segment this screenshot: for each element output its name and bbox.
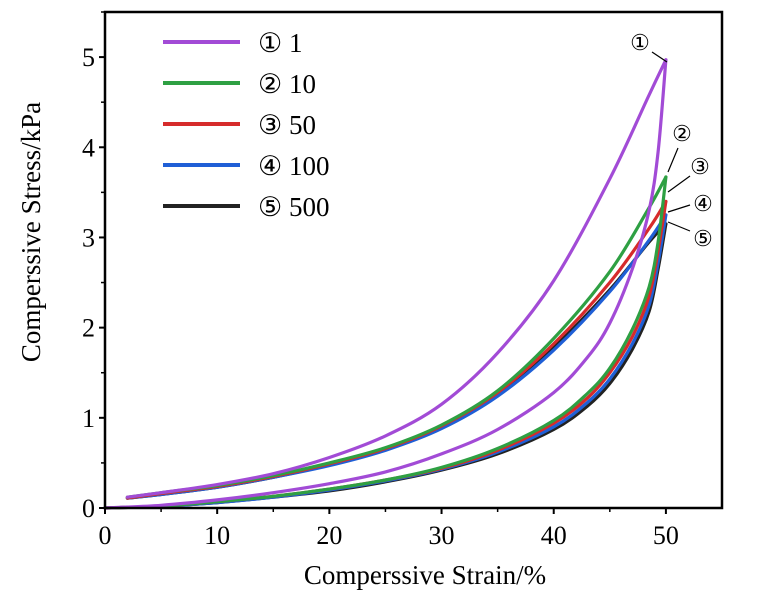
y-tick-label: 3 [82, 223, 95, 252]
legend-label: ① 1 [258, 28, 302, 58]
series-2-loading-curve [103, 175, 668, 510]
y-axis-title: Comperssive Stress/kPa [16, 102, 46, 362]
y-tick-label: 0 [82, 494, 95, 523]
x-tick-label: 0 [99, 521, 112, 550]
annotation-leader [667, 175, 691, 193]
legend-label: ③ 50 [258, 110, 316, 140]
annotation-leader [667, 204, 691, 213]
y-tick-label: 2 [82, 314, 95, 343]
legend-label: ④ 100 [258, 151, 329, 181]
x-tick-label: 20 [316, 521, 342, 550]
x-tick-label: 30 [429, 521, 455, 550]
series-1-loading-curve [103, 58, 668, 510]
plot-frame [103, 10, 724, 510]
series-1-unloading-curve [125, 58, 668, 499]
series-3-loading-curve [103, 199, 668, 510]
legend-label: ② 10 [258, 69, 316, 99]
annotation-label: ② [672, 121, 692, 146]
annotation-leader [667, 147, 679, 173]
y-tick-label: 1 [82, 404, 95, 433]
curve-layer [103, 58, 668, 510]
series-4 [103, 213, 668, 510]
annotation-leader [667, 221, 691, 232]
y-tick-label: 4 [82, 133, 95, 162]
legend-label: ⑤ 500 [258, 192, 329, 222]
series-4-unloading-curve [125, 213, 668, 500]
x-tick-label: 10 [204, 521, 230, 550]
curve-annotations: ① ② ③ ④ ⑤ [630, 30, 713, 251]
annotation-label: ⑤ [693, 226, 713, 251]
y-tick-label: 5 [82, 43, 95, 72]
x-axis-title: Comperssive Strain/% [304, 560, 546, 590]
legend: ① 1 ② 10 ③ 50 ④ 100 ⑤ 500 [163, 28, 329, 222]
annotation-leader [651, 51, 668, 63]
series-1 [103, 58, 668, 510]
axes-layer: 0 10 20 30 40 50 0 1 2 3 4 5 [82, 11, 679, 550]
x-tick-label: 50 [653, 521, 679, 550]
series-4-loading-curve [103, 213, 668, 510]
x-tick-label: 40 [541, 521, 567, 550]
series-2 [103, 175, 668, 510]
series-3 [103, 199, 668, 510]
annotation-label: ③ [690, 154, 710, 179]
annotation-label: ④ [693, 191, 713, 216]
annotation-label: ① [630, 30, 650, 55]
series-3-unloading-curve [125, 199, 668, 500]
